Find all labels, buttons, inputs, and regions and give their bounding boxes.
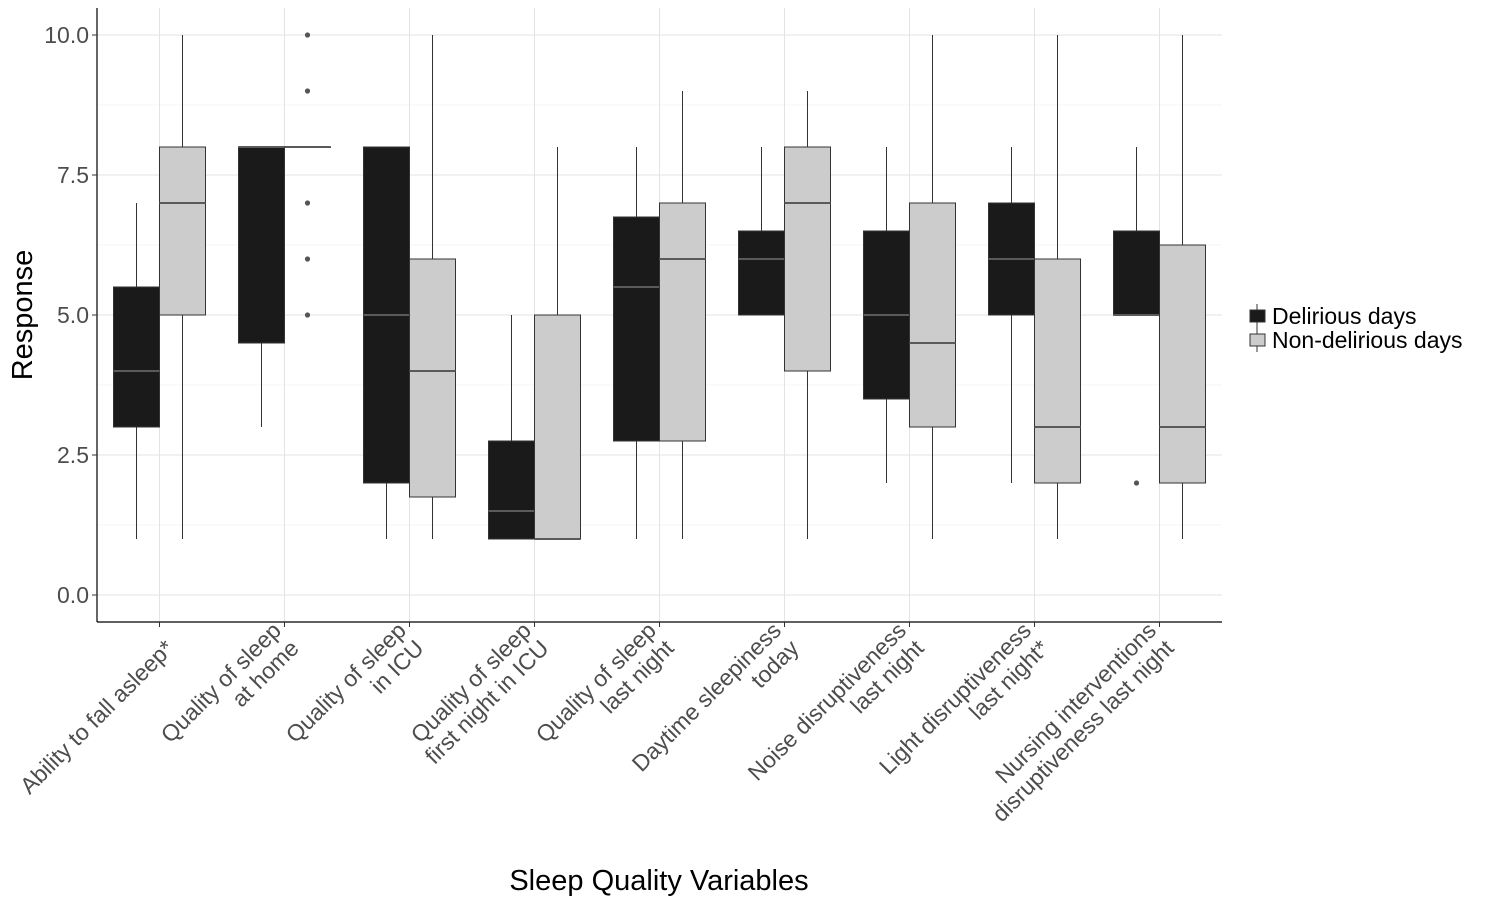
box-non-delirious-5 [784,91,831,539]
legend-item-non-delirious: Non-delirious days [1249,327,1462,353]
y-tick-label: 0.0 [57,582,89,608]
box-iqr [738,230,785,316]
box-non-delirious-8 [1159,35,1206,539]
box-non-delirious-1 [284,32,331,318]
box-iqr [909,202,956,428]
box-iqr [488,440,535,540]
legend-key [1249,333,1266,347]
box-non-delirious-3 [534,147,581,540]
legend-item-delirious: Delirious days [1249,303,1416,329]
outlier-point [304,88,311,94]
box-non-delirious-4 [659,91,706,539]
outlier-point [304,312,311,318]
x-axis-title: Sleep Quality Variables [509,865,808,897]
box-delirious-1 [238,146,285,427]
box-iqr [238,146,285,344]
box-delirious-4 [613,147,660,539]
box-iqr [113,286,160,428]
x-tick-labels: Ability to fall asleep*Quality of sleepa… [15,617,1179,827]
boxes [113,32,1206,540]
box-iqr [784,146,831,372]
box-non-delirious-0 [159,35,206,539]
box-delirious-8 [1113,147,1160,486]
box-iqr [409,258,456,498]
box-iqr [1113,230,1160,316]
outlier-point [304,256,311,262]
y-tick-label: 7.5 [57,162,89,188]
outlier-point [1133,480,1140,486]
box-delirious-0 [113,203,160,539]
box-delirious-7 [988,147,1035,483]
y-tick-label: 2.5 [57,442,89,468]
box-iqr [1034,258,1081,484]
x-tick-label: Quality of sleepin ICU [281,617,429,765]
box-delirious-3 [488,315,535,540]
y-axis-title: Response [7,250,39,381]
legend-label: Delirious days [1272,303,1416,329]
box-delirious-2 [363,146,410,539]
box-iqr [159,146,206,316]
outlier-point [304,32,311,38]
box-non-delirious-7 [1034,35,1081,539]
legend-label: Non-delirious days [1272,327,1462,353]
box-non-delirious-6 [909,35,956,539]
x-tick-label: Quality of sleepfirst night in ICU [402,617,554,769]
box-iqr [659,202,706,442]
outlier-point [304,200,311,206]
box-iqr [534,314,581,540]
y-tick-label: 5.0 [57,302,89,328]
box-non-delirious-2 [409,35,456,539]
box-iqr [1159,244,1206,484]
legend-key [1249,309,1266,323]
y-tick-labels: 0.0 2.5 5.0 7.5 10.0 [44,22,97,608]
box-delirious-6 [863,147,910,483]
x-tick-label: Quality of sleepat home [156,617,304,765]
y-tick-label: 10.0 [44,22,89,48]
box-delirious-5 [738,147,785,316]
x-tick-label-line: Ability to fall asleep* [15,635,179,799]
box-iqr [613,216,660,442]
x-tick-label: Ability to fall asleep* [15,635,179,799]
